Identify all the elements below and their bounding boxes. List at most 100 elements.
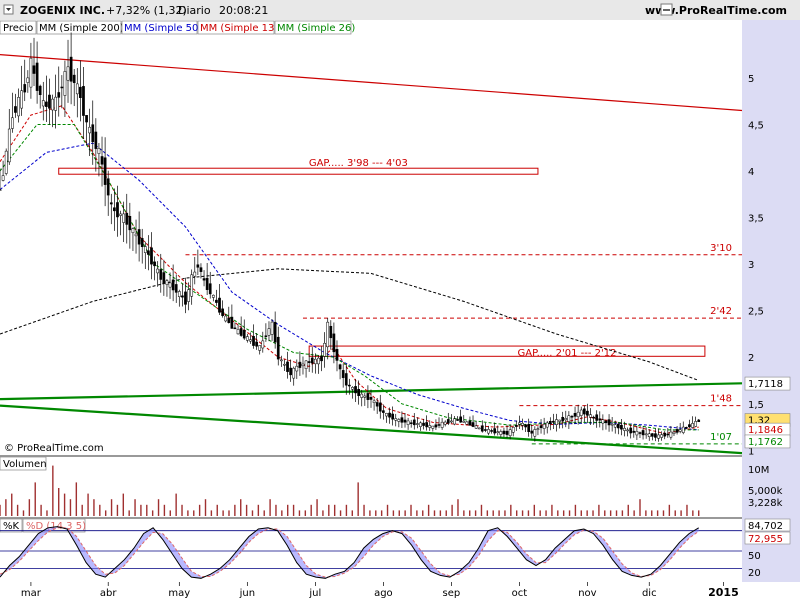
candle-body <box>156 268 160 274</box>
site-url: www.ProRealTime.com <box>645 4 787 17</box>
pane-divider[interactable] <box>0 517 742 519</box>
candle-body <box>14 106 17 113</box>
candle-body <box>592 416 595 419</box>
volume-bar <box>633 510 635 516</box>
candle-body <box>595 414 599 421</box>
candle-body <box>688 424 691 428</box>
candle-body <box>249 339 252 342</box>
candle-body <box>681 426 685 433</box>
candle-body <box>552 420 555 423</box>
legend-ma13: MM (Simple 13) <box>200 23 278 34</box>
volume-bar <box>216 504 218 516</box>
candle-body <box>215 299 218 303</box>
volume-bar <box>151 510 154 516</box>
volume-bar <box>0 504 1 516</box>
volume-bar <box>416 510 418 516</box>
stoch-fill <box>0 526 699 579</box>
volume-label: Volumen <box>3 459 47 470</box>
candle-body <box>153 261 156 267</box>
volume-bar <box>568 510 571 516</box>
volume-bar <box>333 504 336 516</box>
candle-body <box>326 321 330 348</box>
volume-bar <box>357 482 359 516</box>
legend-tab-ma200[interactable] <box>36 20 122 35</box>
candle-body <box>403 419 407 423</box>
level-annotation: 1'48 <box>710 394 732 405</box>
stochastic-pane[interactable] <box>0 526 742 579</box>
candle-body <box>202 278 206 281</box>
price-tick-label: 4,5 <box>748 120 764 131</box>
volume-bar <box>445 510 447 516</box>
stoch-d-tab[interactable] <box>22 518 86 533</box>
legend-tab-ma26[interactable] <box>274 20 352 35</box>
volume-bar <box>263 510 265 516</box>
legend-tab-price[interactable] <box>0 20 37 35</box>
candle-body <box>23 84 27 93</box>
candle-body <box>221 308 224 316</box>
price-tick-label: 1,5 <box>748 400 764 411</box>
candle-body <box>286 361 289 372</box>
candle-body <box>697 419 701 423</box>
pane-divider[interactable] <box>0 455 742 457</box>
price-pane[interactable]: 3'10 2'42 1'48 1'07 GAP..... 3'98 --- 4'03 GA… <box>0 32 743 455</box>
volume-bar <box>680 510 682 516</box>
legend-tab-ma50[interactable] <box>121 20 198 35</box>
volume-bar <box>204 499 207 516</box>
candle-body <box>660 434 663 438</box>
volume-tab[interactable] <box>0 456 47 471</box>
volume-bar <box>75 482 78 516</box>
legend-tab-ma13[interactable] <box>197 20 275 35</box>
volume-bar <box>574 504 577 516</box>
candle-body <box>63 71 67 96</box>
candle-body <box>598 418 602 421</box>
window-control-icon[interactable] <box>660 3 673 16</box>
volume-bar <box>169 510 171 516</box>
stoch-tick-label: 72,955 <box>748 534 783 545</box>
candle-body <box>487 429 490 434</box>
stoch-k-tab[interactable] <box>0 518 23 533</box>
candle-body <box>122 213 126 223</box>
trendline <box>0 404 743 455</box>
volume-bar <box>316 499 318 516</box>
candle-body <box>72 74 76 84</box>
candle-body <box>184 291 187 305</box>
volume-bar <box>157 499 160 516</box>
time-axis[interactable]: mar abr may jun jul ago sep oct nov dic 2015 <box>21 582 739 599</box>
candle-body <box>147 250 150 255</box>
candle-body <box>632 430 636 433</box>
volume-bar <box>662 510 665 516</box>
header-menu-icon[interactable] <box>3 4 14 15</box>
volume-bar <box>375 510 377 516</box>
volume-bar <box>404 510 406 516</box>
candle-body <box>292 367 296 379</box>
volume-bar <box>46 510 48 516</box>
candle-body <box>7 128 11 163</box>
volume-bar <box>651 510 653 516</box>
volume-bar <box>193 510 195 516</box>
volume-bar <box>527 510 530 516</box>
volume-bar <box>474 510 477 516</box>
volume-bar <box>175 493 177 516</box>
candle-body <box>103 157 107 185</box>
volume-bar <box>310 504 312 516</box>
candle-body <box>199 267 203 272</box>
candle-body <box>317 357 320 365</box>
candle-body <box>196 264 200 268</box>
volume-bar <box>210 510 213 516</box>
candle-body <box>462 420 466 423</box>
candle-body <box>348 384 351 387</box>
volume-bar <box>363 504 365 516</box>
candle-body <box>499 431 503 435</box>
candle-body <box>82 86 85 116</box>
candle-body <box>511 427 515 433</box>
candle-body <box>678 429 682 432</box>
candle-body <box>125 212 129 225</box>
volume-pane[interactable] <box>0 465 700 516</box>
candle-body <box>168 282 172 288</box>
candle-body <box>239 328 243 336</box>
candle-body <box>174 284 178 293</box>
candle-body <box>159 269 163 280</box>
candle-body <box>524 424 527 428</box>
